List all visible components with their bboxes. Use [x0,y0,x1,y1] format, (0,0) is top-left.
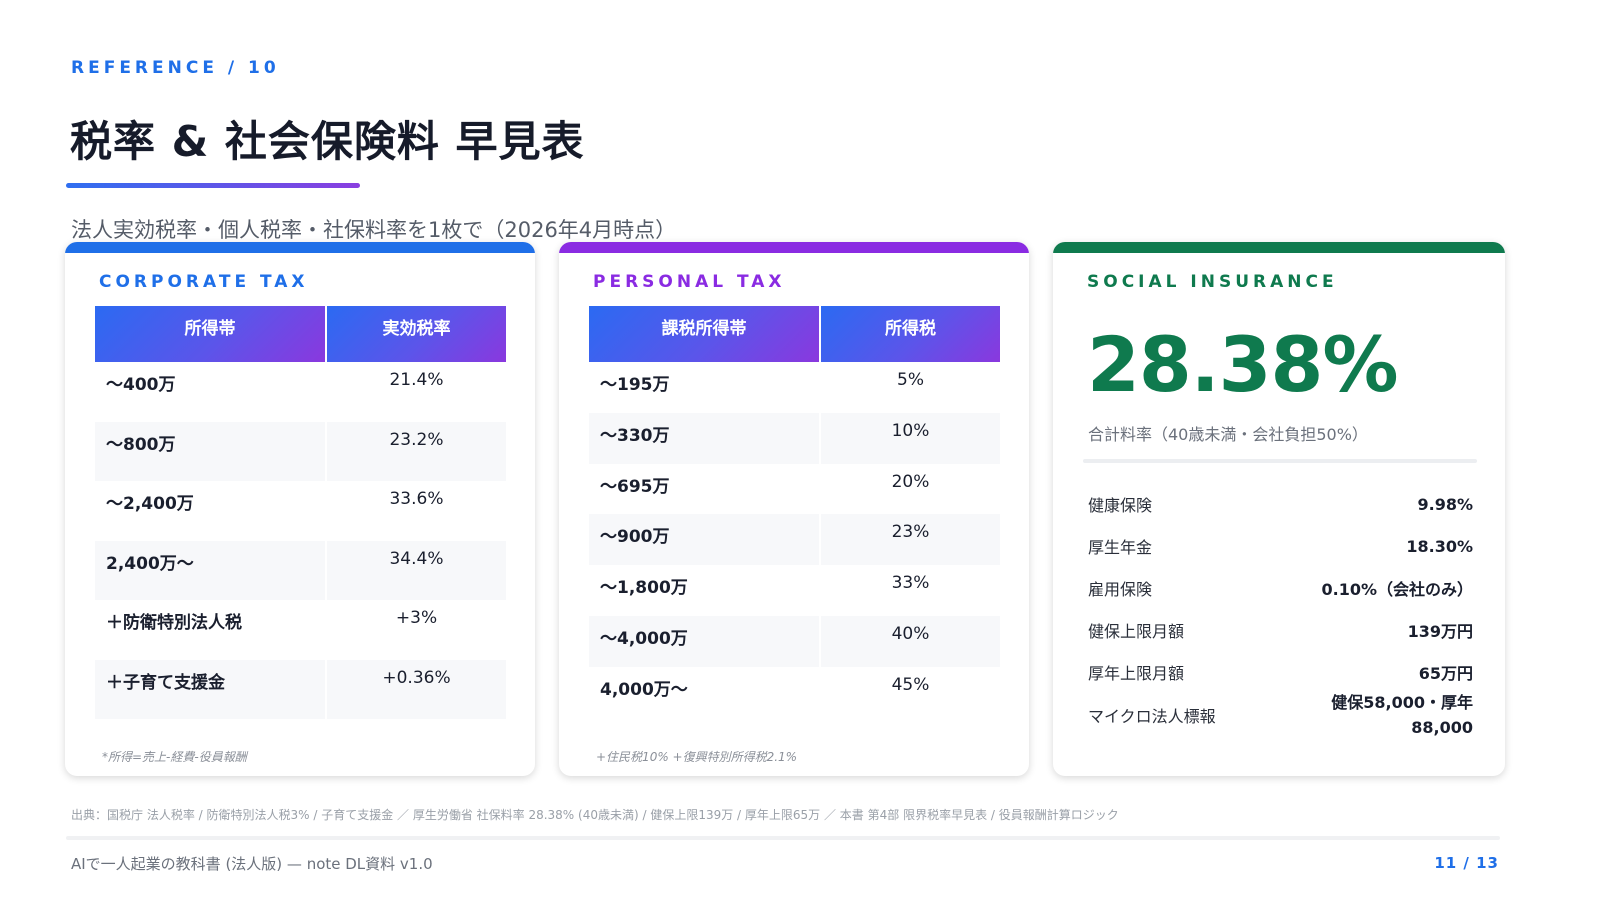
table-row: 〜1,800万 33% [589,565,1000,616]
table-cell: 20% [891,471,930,492]
column-header: 所得税 [821,306,1000,362]
page-title: 税率 & 社会保険料 早見表 [70,117,585,166]
table-header: 所得帯 実効税率 [95,306,506,362]
footer-divider [66,836,1500,840]
table-cell: 〜800万 [95,421,325,481]
table-cell: 34.4% [327,540,506,600]
table-cell: 〜400万 [106,375,176,395]
table-cell: 〜4,000万 [589,615,819,667]
column-header: 実効税率 [327,306,506,362]
table-cell: 〜330万 [589,412,819,464]
page-number: 11 / 13 [1434,854,1499,872]
table-row: ＋子育て支援金 +0.36% [95,659,506,719]
personal-tax-card: PERSONAL TAX 課税所得帯 所得税 〜195万 5% 〜330万 10% … [559,242,1029,776]
card-label: SOCIAL INSURANCE [1087,272,1338,292]
card-footnote: +住民税10% +復興特別所得税2.1% [596,750,798,764]
table-row: 〜195万 5% [589,362,1000,413]
title-underline [66,183,360,188]
table-cell: ＋防衛特別法人税 [106,613,242,633]
section-eyebrow: REFERENCE / 10 [71,58,280,78]
corporate-tax-table: 所得帯 実効税率 〜400万 21.4% 〜800万 23.2% 〜2,400万 33… [95,306,506,719]
table-cell: ＋子育て支援金 [95,659,325,719]
total-rate: 28.38% [1087,320,1399,409]
table-row: 2,400万〜 34.4% [95,540,506,600]
personal-tax-table: 課税所得帯 所得税 〜195万 5% 〜330万 10% 〜695万 20% 〜900… [589,306,1000,718]
divider [1083,459,1477,463]
table-cell: 40% [821,615,1000,667]
card-accent-bar [559,242,1029,253]
table-header: 課税所得帯 所得税 [589,306,1000,362]
item-label: 健保上限月額 [1088,622,1185,641]
insurance-item: 厚年上限月額 65万円 [1088,660,1473,684]
table-cell: +0.36% [327,659,506,719]
table-cell: 〜695万 [600,476,670,497]
table-cell: 4,000万〜 [600,679,688,700]
insurance-item: 健康保険 9.98% [1088,492,1473,516]
social-insurance-card: SOCIAL INSURANCE 28.38% 合計料率（40歳未満・会社負担5… [1053,242,1505,776]
card-label: PERSONAL TAX [593,272,786,292]
table-row: 〜800万 23.2% [95,421,506,481]
item-value: 65万円 [1418,664,1473,683]
item-value: 健保58,000・厚年88,000 [1331,693,1473,737]
page-subtitle: 法人実効税率・個人税率・社保料率を1枚で（2026年4月時点） [71,218,677,242]
item-value: 139万円 [1407,622,1473,641]
document-name: AIで一人起業の教科書 (法人版) — note DL資料 v1.0 [71,855,433,873]
insurance-item: 健保上限月額 139万円 [1088,618,1473,642]
table-row: 〜4,000万 40% [589,615,1000,667]
table-cell: 23% [821,514,1000,566]
item-label: 厚年上限月額 [1088,664,1185,683]
table-row: 〜400万 21.4% [95,362,506,422]
table-cell: 45% [891,674,930,695]
table-row: ＋防衛特別法人税 +3% [95,600,506,660]
source-note: 出典：国税庁 法人税率 / 防衛特別法人税3% / 子育て支援金 ／ 厚生労働省… [71,808,1119,822]
insurance-item: 雇用保険 0.10%（会社のみ） [1088,576,1473,600]
item-value: 18.30% [1406,536,1473,556]
table-cell: 10% [821,412,1000,464]
item-value: 0.10%（会社のみ） [1321,580,1473,599]
card-accent-bar [1053,242,1505,253]
item-label: 健康保険 [1088,496,1153,515]
table-cell: 〜1,800万 [600,578,688,599]
table-cell: 5% [897,370,924,390]
table-row: 4,000万〜 45% [589,667,1000,718]
card-accent-bar [65,242,535,253]
item-label: 雇用保険 [1088,580,1153,599]
item-label: 厚生年金 [1088,538,1153,557]
total-rate-caption: 合計料率（40歳未満・会社負担50%） [1088,425,1368,444]
table-row: 〜900万 23% [589,514,1000,566]
table-cell: 23.2% [327,421,506,481]
card-footnote: *所得=売上-経費-役員報酬 [102,750,247,764]
item-value: 9.98% [1417,494,1473,514]
table-cell: 2,400万〜 [95,540,325,600]
table-cell: 21.4% [389,370,444,390]
table-cell: 33.6% [389,489,444,509]
table-row: 〜2,400万 33.6% [95,481,506,541]
table-row: 〜330万 10% [589,412,1000,464]
table-cell: 〜2,400万 [106,494,194,514]
corporate-tax-card: CORPORATE TAX 所得帯 実効税率 〜400万 21.4% 〜800万 2… [65,242,535,776]
column-header: 課税所得帯 [589,306,819,362]
insurance-item: 厚生年金 18.30% [1088,534,1473,558]
column-header: 所得帯 [95,306,325,362]
item-label: マイクロ法人標報 [1088,707,1216,726]
insurance-item: マイクロ法人標報 健保58,000・厚年88,000 [1088,690,1473,740]
table-cell: +3% [395,608,438,628]
table-cell: 〜900万 [589,514,819,566]
table-cell: 〜195万 [600,375,670,395]
card-label: CORPORATE TAX [99,272,309,292]
table-cell: 33% [891,573,930,594]
table-row: 〜695万 20% [589,464,1000,515]
